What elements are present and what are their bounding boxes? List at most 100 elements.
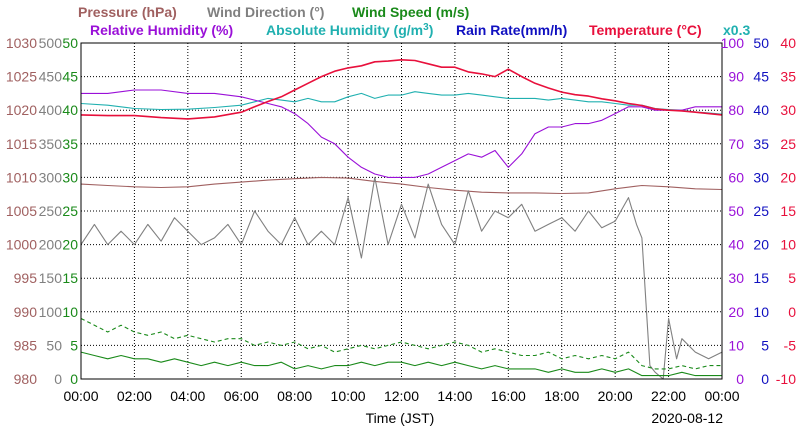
- wind-speed-tick: 30: [62, 169, 78, 185]
- legend-wind-speed: Wind Speed (m/s): [352, 4, 469, 20]
- x-tick-label: 12:00: [384, 388, 419, 404]
- humidity-tick: 30: [728, 270, 744, 286]
- x-tick-label: 14:00: [437, 388, 472, 404]
- legend-relative-humidity: Relative Humidity (%): [90, 22, 233, 38]
- rain-rate-tick: 50: [753, 35, 769, 51]
- temperature-tick: 40: [780, 35, 796, 51]
- wind-speed-tick: 40: [62, 102, 78, 118]
- rain-rate-tick: 0: [761, 371, 769, 387]
- pressure-tick: 1000: [6, 237, 37, 253]
- wind-speed-tick: 20: [62, 237, 78, 253]
- wind-speed-tick: 50: [62, 35, 78, 51]
- rain-rate-tick: 20: [753, 237, 769, 253]
- wind-direction-tick: 150: [39, 270, 63, 286]
- wind-speed-tick: 15: [62, 270, 78, 286]
- legend-temperature: Temperature (°C): [589, 22, 702, 38]
- legend: Pressure (hPa) Wind Direction (°) Wind S…: [78, 4, 750, 38]
- x-tick-label: 16:00: [491, 388, 526, 404]
- x-tick-label: 22:00: [651, 388, 686, 404]
- humidity-tick: 100: [721, 35, 745, 51]
- rain-rate-tick: 30: [753, 169, 769, 185]
- x-tick-label: 08:00: [277, 388, 312, 404]
- wind-speed-tick: 10: [62, 304, 78, 320]
- rain-rate-tick: 5: [761, 337, 769, 353]
- wind-speed-tick: 25: [62, 203, 78, 219]
- pressure-tick: 985: [14, 337, 38, 353]
- x-tick-label: 10:00: [331, 388, 366, 404]
- legend-rain-rate: Rain Rate(mm/h): [456, 22, 567, 38]
- humidity-tick: 10: [728, 337, 744, 353]
- temperature-tick: 35: [780, 69, 796, 85]
- grid: [81, 43, 722, 379]
- wind-direction-tick: 300: [39, 169, 63, 185]
- rain-rate-tick: 25: [753, 203, 769, 219]
- legend-absolute-humidity-sup: 3: [423, 22, 429, 33]
- pressure-tick: 1020: [6, 102, 37, 118]
- series-relative-humidity: [81, 89, 722, 178]
- temperature-tick: 10: [780, 237, 796, 253]
- pressure-tick: 1030: [6, 35, 37, 51]
- x-axis-title: Time (JST): [366, 410, 435, 426]
- x-tick-label: 06:00: [224, 388, 259, 404]
- wind-direction-tick: 100: [39, 304, 63, 320]
- wind-direction-tick: 0: [54, 371, 62, 387]
- pressure-tick: 1005: [6, 203, 37, 219]
- x-tick-label: 04:00: [170, 388, 205, 404]
- x-tick-label: 18:00: [544, 388, 579, 404]
- humidity-tick: 90: [728, 69, 744, 85]
- pressure-tick: 1015: [6, 136, 37, 152]
- wind-direction-tick: 350: [39, 136, 63, 152]
- humidity-tick: 60: [728, 169, 744, 185]
- rain-rate-tick: 15: [753, 270, 769, 286]
- plot-frame: [80, 42, 723, 380]
- series-wind-direction: [80, 176, 723, 380]
- legend-absolute-humidity: Absolute Humidity (g/m3): [266, 22, 433, 38]
- legend-pressure: Pressure (hPa): [78, 4, 177, 20]
- humidity-tick: 0: [736, 371, 744, 387]
- x-tick-label: 02:00: [117, 388, 152, 404]
- temperature-tick: 0: [788, 304, 796, 320]
- wind-direction-tick: 200: [39, 237, 63, 253]
- wind-direction-tick: 50: [46, 337, 62, 353]
- x-tick-label: 20:00: [598, 388, 633, 404]
- date-label: 2020-08-12: [651, 410, 723, 426]
- legend-absolute-humidity-label: Absolute Humidity (g/m: [266, 22, 423, 38]
- rain-rate-tick: 10: [753, 304, 769, 320]
- pressure-tick: 1025: [6, 69, 37, 85]
- wind-direction-tick: 500: [39, 35, 63, 51]
- rain-rate-tick: 45: [753, 69, 769, 85]
- pressure-tick: 1010: [6, 169, 37, 185]
- legend-absolute-humidity-close: ): [429, 22, 434, 38]
- temperature-tick: -5: [784, 337, 797, 353]
- wind-direction-tick: 250: [39, 203, 63, 219]
- wind-speed-tick: 0: [70, 371, 78, 387]
- series-pressure-hpa: [80, 176, 723, 195]
- x-tick-label: 00:00: [63, 388, 98, 404]
- legend-wind-direction: Wind Direction (°): [207, 4, 324, 20]
- series-wind-speed-m-s-max: [80, 318, 722, 370]
- temperature-tick: 30: [780, 102, 796, 118]
- series-absolute-humidity-g-m3: [80, 91, 723, 115]
- series-wind-speed-m-s: [80, 351, 722, 377]
- axis-ticks: 1030102510201015101010051000995990985980…: [6, 35, 796, 404]
- wind-speed-tick: 5: [70, 337, 78, 353]
- temperature-tick: 25: [780, 136, 796, 152]
- temperature-tick: -10: [776, 371, 796, 387]
- humidity-tick: 80: [728, 102, 744, 118]
- rain-rate-tick: 35: [753, 136, 769, 152]
- temperature-tick: 5: [788, 270, 796, 286]
- wind-direction-tick: 400: [39, 102, 63, 118]
- humidity-tick: 50: [728, 203, 744, 219]
- humidity-tick: 40: [728, 237, 744, 253]
- humidity-tick: 70: [728, 136, 744, 152]
- pressure-tick: 990: [14, 304, 38, 320]
- temperature-tick: 15: [780, 203, 796, 219]
- series-temperature-c: [80, 58, 723, 120]
- wind-speed-tick: 45: [62, 69, 78, 85]
- pressure-tick: 995: [14, 270, 38, 286]
- temperature-tick: 20: [780, 169, 796, 185]
- rain-rate-tick: 40: [753, 102, 769, 118]
- wind-direction-tick: 450: [39, 69, 63, 85]
- x-tick-label: 00:00: [704, 388, 739, 404]
